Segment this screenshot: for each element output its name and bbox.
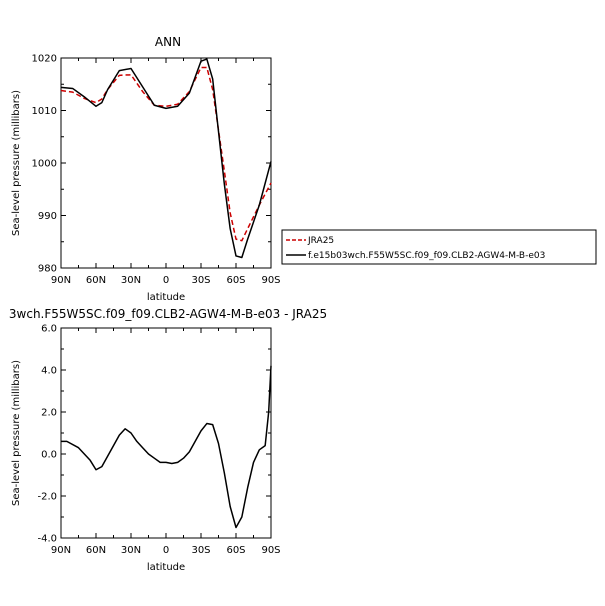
x-tick-label-90N: 90N xyxy=(51,275,71,286)
x-tick-label-60N: 60N xyxy=(86,545,106,556)
legend-label-jra25: JRA25 xyxy=(307,236,334,246)
bottom-panel: 3wch.F55W5SC.f09_f09.CLB2-AGW4-M-B-e03 -… xyxy=(9,307,327,573)
series-line-0-1 xyxy=(60,58,272,259)
y-tick-label-neg2p0: -2.0 xyxy=(37,492,57,503)
y-tick-label-980: 980 xyxy=(38,264,57,275)
x-tick-label-30S: 30S xyxy=(191,545,210,556)
top-panel-series-group xyxy=(60,58,272,259)
y-tick-label-1020: 1020 xyxy=(32,54,57,65)
x-tick-label-60S: 60S xyxy=(226,545,245,556)
top-panel-x-label: latitude xyxy=(147,292,185,303)
x-tick-label-90N: 90N xyxy=(51,545,71,556)
legend-label-model: f.e15b03wch.F55W5SC.f09_f09.CLB2-AGW4-M-… xyxy=(308,251,545,261)
x-tick-label-60S: 60S xyxy=(226,275,245,286)
bottom-panel-x-label: latitude xyxy=(147,562,185,573)
legend-box xyxy=(281,229,597,265)
y-tick-label-4p0: 4.0 xyxy=(41,366,57,377)
x-tick-label-90S: 90S xyxy=(261,545,280,556)
y-tick-label-neg4p0: -4.0 xyxy=(37,534,57,545)
y-tick-label-6p0: 6.0 xyxy=(41,324,57,335)
top-panel-plot-frame xyxy=(60,57,272,269)
y-tick-label-990: 990 xyxy=(38,211,57,222)
bottom-panel-series-group xyxy=(61,365,272,529)
series-line-1-0 xyxy=(61,365,272,529)
x-tick-label-60N: 60N xyxy=(86,275,106,286)
y-tick-label-0p0: 0.0 xyxy=(41,450,57,461)
y-tick-label-2p0: 2.0 xyxy=(41,408,57,419)
legend: JRA25 f.e15b03wch.F55W5SC.f09_f09.CLB2-A… xyxy=(281,229,597,265)
top-panel-y-label: Sea-level pressure (millibars) xyxy=(11,90,22,236)
bottom-panel-plot-frame xyxy=(60,327,272,539)
top-panel: ANN 90N 60N 30N 0 30S 60S 90S 980 990 1000 1010 10… xyxy=(11,35,597,303)
top-panel-title: ANN xyxy=(155,35,181,49)
bottom-panel-x-axis: 90N 60N 30N 0 30S 60S 90S xyxy=(51,328,281,556)
y-tick-label-1000: 1000 xyxy=(32,159,57,170)
bottom-panel-y-axis: -4.0 -2.0 0.0 2.0 4.0 6.0 xyxy=(37,324,271,545)
x-tick-label-0: 0 xyxy=(163,545,169,556)
x-tick-label-0: 0 xyxy=(163,275,169,286)
top-panel-x-axis: 90N 60N 30N 0 30S 60S 90S xyxy=(51,58,281,286)
x-tick-label-90S: 90S xyxy=(261,275,280,286)
x-tick-label-30N: 30N xyxy=(121,545,141,556)
x-tick-label-30S: 30S xyxy=(191,275,210,286)
top-panel-y-axis: 980 990 1000 1010 1020 xyxy=(32,54,271,275)
bottom-panel-title: 3wch.F55W5SC.f09_f09.CLB2-AGW4-M-B-e03 -… xyxy=(9,307,327,321)
series-line-0-0 xyxy=(60,66,272,242)
y-tick-label-1010: 1010 xyxy=(32,106,57,117)
x-tick-label-30N: 30N xyxy=(121,275,141,286)
bottom-panel-y-label: Sea-level pressure (millibars) xyxy=(11,360,22,506)
